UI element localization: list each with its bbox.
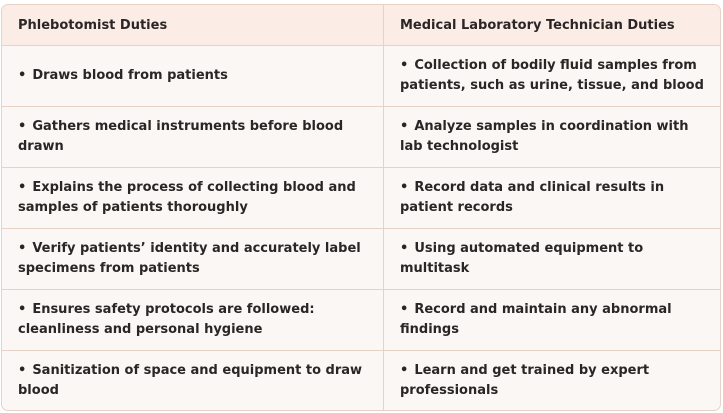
table-row: • Verify patients’ identity and accuratel… bbox=[2, 228, 720, 290]
duties-comparison-table: Phlebotomist Duties Medical Laboratory T… bbox=[2, 5, 721, 411]
phlebotomist-duty-cell: • Sanitization of space and equipment to … bbox=[2, 350, 384, 410]
bullet-icon: • bbox=[400, 180, 409, 195]
bullet-icon: • bbox=[18, 180, 27, 195]
table-row: • Draws blood from patients • Collection of… bbox=[2, 45, 720, 107]
duty-text: Analyze samples in coordination with lab… bbox=[400, 119, 689, 154]
lab-technician-duty-cell: • Analyze samples in coordination with la… bbox=[383, 106, 720, 168]
bullet-icon: • bbox=[400, 58, 409, 73]
phlebotomist-duty-cell: • Draws blood from patients bbox=[2, 45, 384, 107]
table-header-row: Phlebotomist Duties Medical Laboratory T… bbox=[2, 5, 720, 46]
phlebotomist-duty-cell: • Gathers medical instruments before bloo… bbox=[2, 106, 384, 168]
duty-text: Draws blood from patients bbox=[32, 68, 228, 83]
lab-technician-duty-cell: • Collection of bodily fluid samples from… bbox=[383, 45, 720, 107]
duty-text: Using automated equipment to multitask bbox=[400, 241, 644, 276]
lab-technician-duty-cell: • Record data and clinical results in pat… bbox=[383, 167, 720, 229]
phlebotomist-duty-cell: • Ensures safety protocols are followed: … bbox=[2, 289, 384, 351]
duty-text: Sanitization of space and equipment to d… bbox=[18, 363, 363, 398]
table-row: • Gathers medical instruments before bloo… bbox=[2, 106, 720, 168]
duty-text: Record and maintain any abnormal finding… bbox=[400, 302, 672, 337]
table-row: • Ensures safety protocols are followed: … bbox=[2, 289, 720, 351]
duties-comparison-table-container: Phlebotomist Duties Medical Laboratory T… bbox=[1, 4, 721, 411]
table-row: • Explains the process of collecting bloo… bbox=[2, 167, 720, 229]
bullet-icon: • bbox=[18, 68, 27, 83]
duty-text: Collection of bodily fluid samples from … bbox=[400, 58, 704, 93]
bullet-icon: • bbox=[18, 241, 27, 256]
bullet-icon: • bbox=[18, 302, 27, 317]
header-lab-technician: Medical Laboratory Technician Duties bbox=[383, 5, 720, 46]
lab-technician-duty-cell: • Using automated equipment to multitask bbox=[383, 228, 720, 290]
bullet-icon: • bbox=[400, 241, 409, 256]
duty-text: Explains the process of collecting blood… bbox=[18, 180, 356, 215]
lab-technician-duty-cell: • Learn and get trained by expert profess… bbox=[384, 351, 721, 411]
bullet-icon: • bbox=[400, 119, 409, 134]
duty-text: Verify patients’ identity and accurately… bbox=[18, 241, 361, 276]
duty-text: Learn and get trained by expert professi… bbox=[400, 363, 650, 398]
duty-text: Gathers medical instruments before blood… bbox=[18, 119, 344, 154]
header-phlebotomist: Phlebotomist Duties bbox=[2, 5, 384, 46]
bullet-icon: • bbox=[400, 363, 409, 378]
phlebotomist-duty-cell: • Explains the process of collecting bloo… bbox=[2, 167, 384, 229]
bullet-icon: • bbox=[400, 302, 409, 317]
duty-text: Record data and clinical results in pati… bbox=[400, 180, 665, 215]
phlebotomist-duty-cell: • Verify patients’ identity and accuratel… bbox=[2, 228, 384, 290]
bullet-icon: • bbox=[18, 363, 27, 378]
lab-technician-duty-cell: • Record and maintain any abnormal findin… bbox=[383, 289, 720, 351]
duty-text: Ensures safety protocols are followed: c… bbox=[18, 302, 315, 337]
bullet-icon: • bbox=[18, 119, 27, 134]
table-row: • Sanitization of space and equipment to … bbox=[2, 350, 721, 411]
